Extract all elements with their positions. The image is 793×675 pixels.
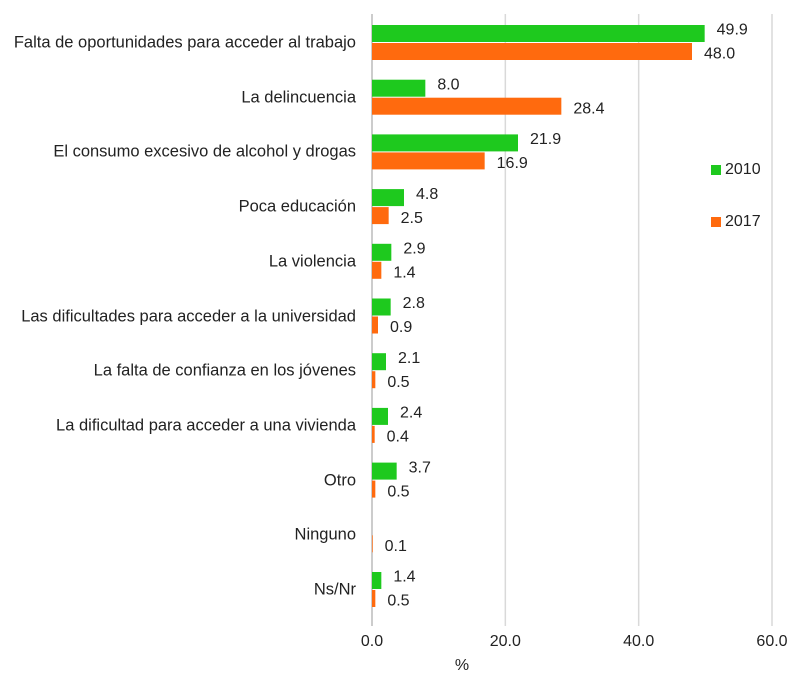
bar — [372, 353, 386, 371]
bar — [372, 207, 389, 225]
bar — [372, 480, 376, 498]
category-label: La violencia — [268, 252, 356, 271]
bar — [372, 298, 391, 316]
bar — [372, 261, 382, 279]
value-label: 1.4 — [393, 265, 415, 282]
category-label: Poca educación — [238, 197, 356, 216]
x-tick-label: 40.0 — [623, 633, 654, 650]
category-label: La delincuencia — [241, 88, 356, 107]
bar — [372, 25, 705, 42]
bar — [372, 590, 376, 607]
value-label: 2.4 — [400, 405, 422, 422]
category-label: La dificultad para acceder a una viviend… — [56, 416, 356, 435]
bar — [372, 535, 373, 553]
bar — [372, 97, 562, 115]
x-tick-label: 0.0 — [361, 633, 383, 650]
x-axis-label: % — [455, 657, 469, 674]
category-label: La falta de confianza en los jóvenes — [93, 361, 356, 380]
value-label: 2.1 — [398, 350, 420, 367]
value-label: 28.4 — [573, 100, 604, 117]
bar — [372, 316, 378, 334]
category-label: El consumo excesivo de alcohol y drogas — [53, 142, 356, 161]
bar — [372, 189, 404, 207]
bar — [372, 152, 485, 170]
category-label: Ns/Nr — [313, 580, 356, 599]
bar — [372, 79, 426, 97]
value-label: 48.0 — [704, 46, 735, 63]
bar — [372, 134, 518, 152]
category-label: Falta de oportunidades para acceder al t… — [13, 33, 356, 52]
value-label: 2.5 — [401, 210, 423, 227]
legend-label: 2010 — [725, 161, 761, 178]
value-label: 49.9 — [717, 22, 748, 39]
value-label: 0.4 — [387, 429, 409, 446]
bar — [372, 407, 388, 425]
legend-swatch — [711, 217, 721, 227]
value-label: 4.8 — [416, 186, 438, 203]
x-tick-label: 20.0 — [490, 633, 521, 650]
value-label: 3.7 — [409, 459, 431, 476]
value-label: 0.1 — [385, 538, 407, 555]
bar — [372, 462, 397, 480]
bar — [372, 425, 375, 443]
value-label: 2.8 — [403, 295, 425, 312]
value-label: 0.5 — [387, 483, 409, 500]
value-label: 1.4 — [393, 569, 415, 586]
bar — [372, 243, 392, 261]
value-label: 0.9 — [390, 319, 412, 336]
value-label: 21.9 — [530, 131, 561, 148]
category-label: Otro — [323, 471, 356, 490]
value-label: 0.5 — [387, 593, 409, 610]
category-label: Ninguno — [294, 525, 356, 544]
value-label: 0.5 — [387, 374, 409, 391]
value-label: 2.9 — [403, 241, 425, 258]
x-tick-label: 60.0 — [756, 633, 787, 650]
legend-swatch — [711, 165, 721, 175]
value-label: 8.0 — [437, 76, 459, 93]
bar — [372, 572, 382, 589]
category-label: Las dificultades para acceder a la unive… — [21, 307, 356, 325]
legend-label: 2017 — [725, 213, 761, 230]
bar — [372, 371, 376, 389]
bar — [372, 43, 692, 60]
value-label: 16.9 — [497, 155, 528, 172]
